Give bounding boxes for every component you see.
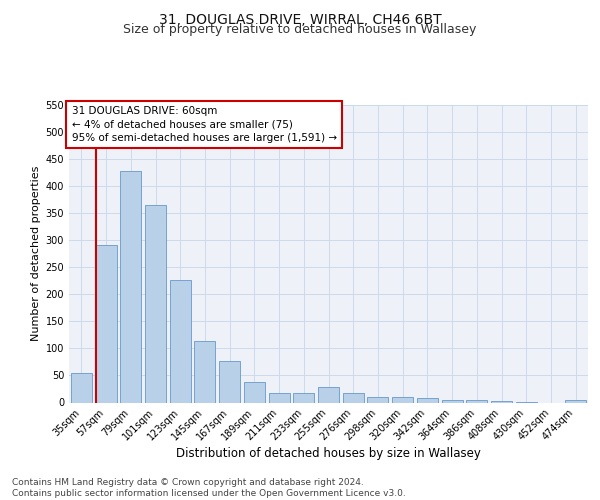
Bar [442, 400, 463, 402]
Bar [71, 373, 92, 402]
Bar [318, 387, 339, 402]
Bar [244, 382, 265, 402]
Y-axis label: Number of detached properties: Number of detached properties [31, 166, 41, 342]
Bar [145, 205, 166, 402]
Bar [392, 397, 413, 402]
Bar [120, 171, 141, 402]
Bar [367, 396, 388, 402]
Bar [466, 400, 487, 402]
Bar [417, 398, 438, 402]
Bar [565, 400, 586, 402]
Bar [219, 362, 240, 403]
X-axis label: Distribution of detached houses by size in Wallasey: Distribution of detached houses by size … [176, 446, 481, 460]
Text: 31 DOUGLAS DRIVE: 60sqm
← 4% of detached houses are smaller (75)
95% of semi-det: 31 DOUGLAS DRIVE: 60sqm ← 4% of detached… [71, 106, 337, 143]
Bar [95, 245, 116, 402]
Bar [194, 342, 215, 402]
Text: Contains HM Land Registry data © Crown copyright and database right 2024.
Contai: Contains HM Land Registry data © Crown c… [12, 478, 406, 498]
Bar [293, 394, 314, 402]
Text: 31, DOUGLAS DRIVE, WIRRAL, CH46 6BT: 31, DOUGLAS DRIVE, WIRRAL, CH46 6BT [158, 12, 442, 26]
Bar [170, 280, 191, 402]
Text: Size of property relative to detached houses in Wallasey: Size of property relative to detached ho… [124, 24, 476, 36]
Bar [343, 394, 364, 402]
Bar [269, 394, 290, 402]
